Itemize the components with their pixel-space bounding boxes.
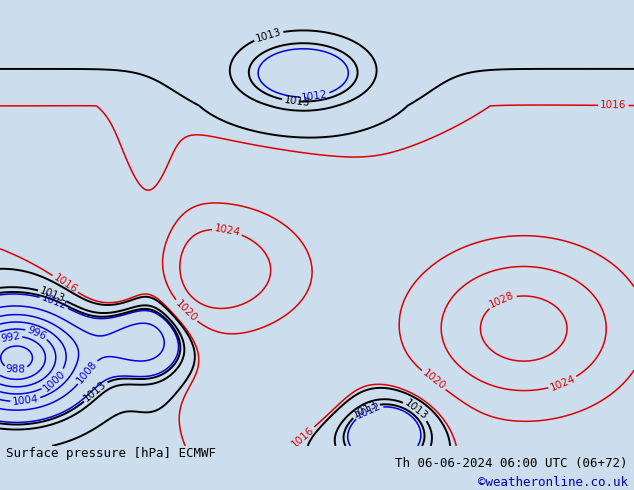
Text: 1024: 1024 xyxy=(548,374,577,393)
Text: 1024: 1024 xyxy=(213,223,241,238)
Text: 1013: 1013 xyxy=(82,379,108,404)
Text: 1016: 1016 xyxy=(290,424,316,449)
Text: 1012: 1012 xyxy=(354,400,383,420)
Text: 1013: 1013 xyxy=(283,95,311,108)
Text: 1013: 1013 xyxy=(38,286,67,304)
Text: 1016: 1016 xyxy=(600,100,626,111)
Text: 1008: 1008 xyxy=(75,359,100,386)
Text: 996: 996 xyxy=(25,324,48,342)
Text: 1012: 1012 xyxy=(40,293,68,312)
Text: 1013: 1013 xyxy=(403,398,430,422)
Text: 1028: 1028 xyxy=(488,291,516,310)
Text: 1020: 1020 xyxy=(173,298,198,324)
Text: 1016: 1016 xyxy=(51,272,79,295)
Text: 988: 988 xyxy=(6,365,26,375)
Text: 1004: 1004 xyxy=(12,394,39,407)
Text: Th 06-06-2024 06:00 UTC (06+72): Th 06-06-2024 06:00 UTC (06+72) xyxy=(395,457,628,469)
Text: 992: 992 xyxy=(0,330,21,343)
Text: 1013: 1013 xyxy=(351,399,380,419)
Text: ©weatheronline.co.uk: ©weatheronline.co.uk xyxy=(477,476,628,489)
Text: 1020: 1020 xyxy=(420,368,447,392)
Text: 1000: 1000 xyxy=(41,368,67,393)
Text: 1013: 1013 xyxy=(254,26,283,44)
Text: 1012: 1012 xyxy=(301,90,328,103)
Text: Surface pressure [hPa] ECMWF: Surface pressure [hPa] ECMWF xyxy=(6,447,216,460)
